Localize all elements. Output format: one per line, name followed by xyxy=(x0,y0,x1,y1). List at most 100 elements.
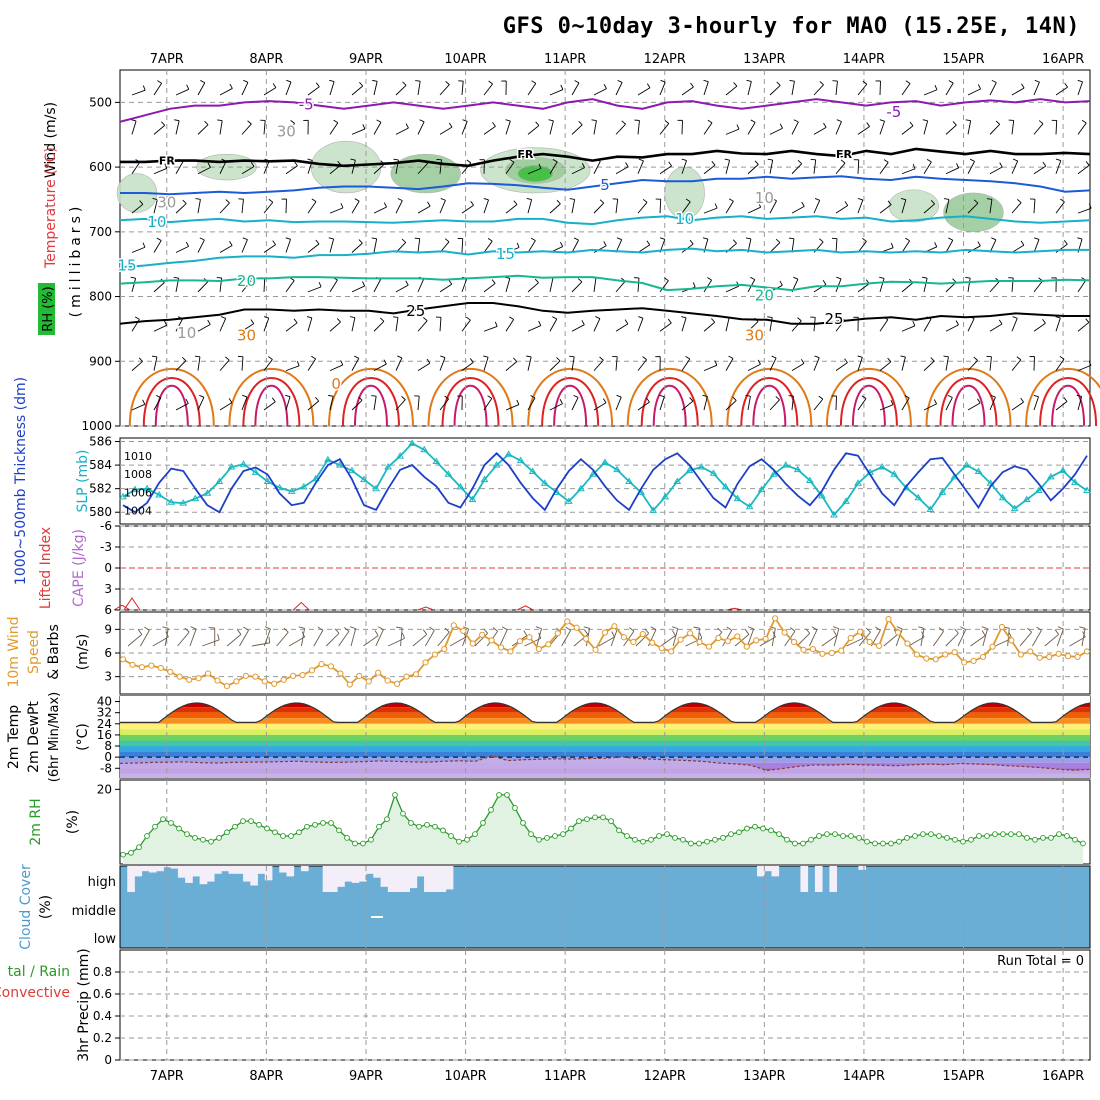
wind-tick-9: 9 xyxy=(104,622,112,636)
rh-marker xyxy=(384,816,390,823)
upper-barb xyxy=(1077,81,1083,96)
isotherm-20 xyxy=(119,274,1091,292)
upper-barb xyxy=(725,201,734,214)
upper-barb-flag xyxy=(912,163,916,169)
upper-barb xyxy=(1033,123,1044,135)
upper-barb xyxy=(175,360,187,371)
x-bottom-label-7: 14APR xyxy=(843,1069,885,1084)
upper-barb-flag xyxy=(1063,397,1068,402)
upper-barb-flag xyxy=(427,201,431,207)
temp-curve xyxy=(120,702,1091,723)
wind-speed-marker xyxy=(800,646,807,653)
upper-barb-flag xyxy=(702,394,708,397)
upper-barb xyxy=(483,357,489,371)
upper-barb xyxy=(923,203,935,214)
upper-barb-flag xyxy=(797,317,802,322)
upper-barb xyxy=(395,284,409,293)
upper-barb-flag xyxy=(552,316,557,320)
upper-barb xyxy=(571,167,585,175)
upper-barb xyxy=(197,166,211,175)
cape-blip-3 xyxy=(417,606,434,611)
wind-barb-flag-4 xyxy=(184,627,190,633)
upper-barb xyxy=(923,120,929,135)
cloud-gap-35 xyxy=(373,866,381,878)
wind-speed-marker xyxy=(384,677,391,684)
x-bottom-label-0: 7APR xyxy=(150,1069,184,1084)
upper-barb-flag xyxy=(526,198,532,201)
upper-barb-flag xyxy=(646,83,651,89)
cloud-bars xyxy=(127,866,866,918)
upper-barb-flag xyxy=(948,80,954,84)
upper-barb xyxy=(263,160,270,174)
rh-marker xyxy=(808,836,814,843)
upper-barb xyxy=(505,204,518,214)
rh-marker xyxy=(120,851,126,858)
thickness-tick-582: 582 xyxy=(89,482,112,496)
upper-barb-flag xyxy=(1034,79,1040,83)
upper-barb xyxy=(329,321,341,332)
upper-barb xyxy=(131,203,144,214)
upper-barb xyxy=(439,84,450,96)
upper-barb xyxy=(747,81,752,96)
upper-barb xyxy=(725,400,737,411)
upper-barb xyxy=(461,278,468,293)
upper-barb xyxy=(395,317,399,332)
upper-barb-flag xyxy=(788,237,794,240)
slp-line-marker xyxy=(745,502,754,510)
slp-line xyxy=(122,442,1088,517)
upper-barb xyxy=(527,397,536,411)
wind-barb-44 xyxy=(672,628,679,647)
wind-speed-marker xyxy=(639,630,646,638)
upper-barb xyxy=(395,357,403,371)
upper-barb xyxy=(175,161,184,174)
upper-barb-flag xyxy=(991,79,997,83)
wind-speed-marker xyxy=(696,638,703,646)
upper-barb xyxy=(483,283,496,293)
precip-tick-0.8: 0.8 xyxy=(93,965,112,979)
upper-barb-flag xyxy=(1055,316,1061,319)
thickness-line xyxy=(122,452,1088,514)
rh-marker xyxy=(728,831,734,837)
cloud-gap-29 xyxy=(329,866,338,892)
rh-marker xyxy=(392,792,398,798)
upper-barb xyxy=(923,278,928,292)
wind-speed-marker xyxy=(280,676,287,683)
wind-speed-marker xyxy=(1083,648,1091,655)
upper-barb xyxy=(439,126,453,135)
rh-marker xyxy=(1000,831,1006,837)
upper-barb-flag xyxy=(415,80,421,82)
wind-barb-4 xyxy=(177,631,190,647)
wind-barb-flag-10 xyxy=(268,636,271,643)
cape-y-ticks: -6 -3 0 3 6 xyxy=(100,519,120,617)
cape-blip-1 xyxy=(123,597,141,611)
upper-barb-flag xyxy=(358,239,363,244)
wind-speed-marker xyxy=(658,645,665,652)
upper-barb-flag xyxy=(405,123,409,129)
upper-barb-flag xyxy=(548,119,554,122)
wind-speed-marker xyxy=(469,640,476,647)
slp-line-marker xyxy=(1071,478,1079,485)
upper-barb-flag xyxy=(965,276,971,279)
upper-barb-flag xyxy=(1088,360,1092,366)
wind-barb-14 xyxy=(301,628,306,647)
rh-marker xyxy=(344,835,350,841)
wind-speed-marker xyxy=(422,659,429,666)
wind-speed-marker xyxy=(507,648,514,655)
slp-line-marker xyxy=(1083,486,1091,494)
upper-barb xyxy=(483,125,496,135)
rh-marker xyxy=(952,836,958,843)
wind-speed-marker xyxy=(809,645,817,653)
upper-barb-flag xyxy=(922,276,928,279)
wind-barb-19 xyxy=(363,635,379,647)
upper-barb-flag xyxy=(142,242,146,248)
upper-barb xyxy=(615,281,626,293)
upper-barb-flag xyxy=(164,320,168,326)
slp-line-marker xyxy=(757,485,766,493)
upper-barb-flag xyxy=(818,395,824,400)
upper-barb-flag xyxy=(754,160,759,165)
precip-run-total: Run Total = 0 xyxy=(997,954,1084,969)
upper-barb xyxy=(879,204,892,214)
wind-barb-flag-56 xyxy=(833,630,837,636)
upper-barb-flag xyxy=(156,237,162,241)
upper-barb-flag xyxy=(134,316,140,320)
